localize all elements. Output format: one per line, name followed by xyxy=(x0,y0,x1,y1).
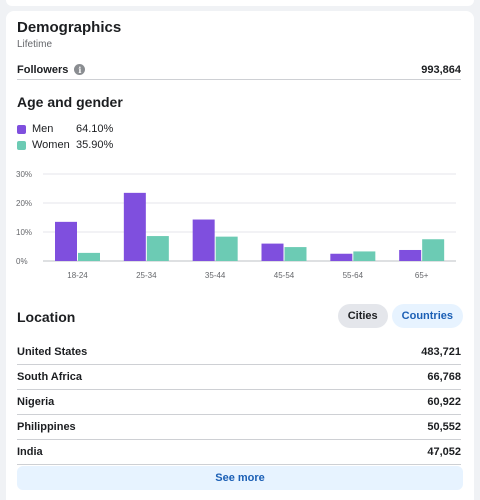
age-gender-title: Age and gender xyxy=(17,94,123,110)
x-tick-label: 65+ xyxy=(415,271,429,280)
demographics-title: Demographics xyxy=(17,19,122,36)
legend-name: Men xyxy=(32,123,54,135)
y-tick-label: 30% xyxy=(16,170,32,179)
bar-women-45-54[interactable] xyxy=(284,247,307,261)
x-tick-label: 25-34 xyxy=(136,271,157,280)
location-value: 47,052 xyxy=(427,446,461,458)
bar-men-55-64[interactable] xyxy=(330,253,353,261)
followers-row: Followers i 993,864 xyxy=(17,63,461,80)
followers-label: Followers xyxy=(17,63,69,76)
location-row: India 47,052 xyxy=(17,440,461,465)
legend-value: 64.10% xyxy=(76,123,114,135)
location-name: Nigeria xyxy=(17,396,55,408)
location-title: Location xyxy=(17,309,76,325)
legend-swatch-men xyxy=(17,124,26,134)
legend-swatch-women xyxy=(17,140,26,150)
bar-women-65+[interactable] xyxy=(422,239,445,261)
location-name: South Africa xyxy=(17,371,82,383)
location-row: Nigeria 60,922 xyxy=(17,390,461,415)
tab-countries[interactable]: Countries xyxy=(391,304,463,328)
x-tick-label: 45-54 xyxy=(274,271,295,280)
location-value: 483,721 xyxy=(421,346,461,358)
bar-men-45-54[interactable] xyxy=(261,243,284,261)
location-row: United States 483,721 xyxy=(17,340,461,365)
see-more-button[interactable]: See more xyxy=(17,466,463,490)
y-tick-label: 0% xyxy=(16,257,28,266)
followers-label-group: Followers i xyxy=(17,63,86,76)
location-name: United States xyxy=(17,346,88,358)
info-icon[interactable]: i xyxy=(74,64,86,75)
location-row: Philippines 50,552 xyxy=(17,415,461,440)
x-tick-label: 55-64 xyxy=(343,271,364,280)
legend-item-women: Women 35.90% xyxy=(17,137,113,153)
demographics-card: Demographics Lifetime Followers i 993,86… xyxy=(6,11,474,500)
legend-item-men: Men 64.10% xyxy=(17,121,113,137)
x-tick-label: 35-44 xyxy=(205,271,226,280)
location-value: 50,552 xyxy=(427,421,461,433)
y-tick-label: 10% xyxy=(16,228,32,237)
chart-legend: Men 64.10% Women 35.90% xyxy=(17,121,113,153)
location-row: South Africa 66,768 xyxy=(17,365,461,390)
previous-card-edge xyxy=(6,0,474,6)
location-name: Philippines xyxy=(17,421,76,433)
bar-men-35-44[interactable] xyxy=(192,219,215,261)
bar-women-35-44[interactable] xyxy=(215,236,238,261)
location-value: 60,922 xyxy=(427,396,461,408)
bar-women-18-24[interactable] xyxy=(78,252,100,261)
legend-name: Women xyxy=(32,139,70,151)
demographics-subtitle: Lifetime xyxy=(17,39,53,50)
bar-women-55-64[interactable] xyxy=(353,251,376,261)
location-name: India xyxy=(17,446,43,458)
location-value: 66,768 xyxy=(427,371,461,383)
bar-women-25-34[interactable] xyxy=(146,236,169,261)
legend-value: 35.90% xyxy=(76,139,114,151)
bar-men-25-34[interactable] xyxy=(123,192,146,261)
x-tick-label: 18-24 xyxy=(67,271,88,280)
y-tick-label: 20% xyxy=(16,199,32,208)
bar-men-65+[interactable] xyxy=(399,249,422,261)
tab-cities[interactable]: Cities xyxy=(337,304,388,328)
location-list: United States 483,721 South Africa 66,76… xyxy=(17,340,461,465)
age-gender-chart: 0% 10% 20% 30% 18-24 25-34 35-44 45-54 55-64 65+ xyxy=(16,170,456,280)
location-tabs: Cities Countries xyxy=(337,304,463,328)
followers-value: 993,864 xyxy=(421,63,461,76)
bar-men-18-24[interactable] xyxy=(55,221,77,261)
